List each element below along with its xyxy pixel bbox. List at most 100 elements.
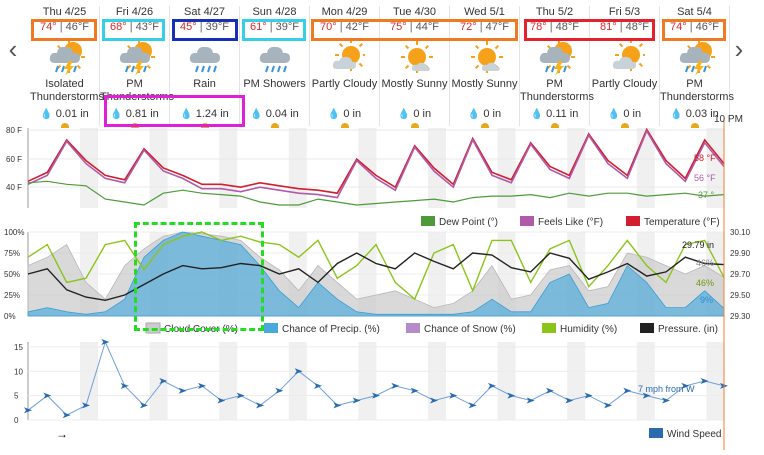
wind-direction-arrow <box>43 392 52 399</box>
wind-direction-arrow <box>449 392 458 399</box>
precip-value: 0 in <box>413 108 432 120</box>
legend-item[interactable]: Chance of Precip. (%) <box>282 324 380 335</box>
wind-direction-arrow <box>488 382 496 389</box>
day-column[interactable]: Tue 4/30 75° | 44°F Mostly Sunny 💧 0 in <box>380 6 450 128</box>
night-shading <box>149 342 168 420</box>
day-condition: PM Showers <box>240 78 309 104</box>
day-precip-amount: 💧 0.04 in <box>240 107 309 121</box>
legend-item[interactable]: Wind Speed <box>667 429 721 440</box>
precip-value: 0.11 in <box>546 108 579 120</box>
pressure-y-tick: 29.50 <box>730 291 751 300</box>
condition-line-1: Mostly Sunny <box>451 78 518 90</box>
precip-value: 0 in <box>623 108 642 120</box>
day-condition: Mostly Sunny <box>450 78 519 104</box>
high-temp: 81° <box>600 21 617 33</box>
current-time-label: 10 PM <box>714 114 743 125</box>
precip-value: 0.01 in <box>55 108 89 120</box>
temperature-line <box>27 127 725 195</box>
night-shading <box>149 128 168 208</box>
wind-direction-arrow <box>526 397 535 404</box>
wind-direction-arrow <box>62 412 71 419</box>
pressure-y-tick: 30.10 <box>730 228 751 237</box>
sunrise-icon <box>270 123 279 128</box>
night-shading <box>428 128 446 208</box>
night-shading <box>80 342 98 420</box>
temp-separator: | <box>476 21 486 33</box>
scroll-arrow-icon[interactable]: → <box>56 427 68 441</box>
high-temp: 72° <box>460 21 477 33</box>
wind-direction-arrow <box>333 402 342 409</box>
feels-like-line <box>27 129 725 199</box>
wind-direction-arrow <box>352 397 361 404</box>
precip-value: 0 in <box>343 108 362 120</box>
wind-direction-arrow <box>120 382 129 389</box>
day-temperature-range: 74° | 46°F <box>30 20 99 34</box>
high-temp: 61° <box>250 21 267 33</box>
legend-item[interactable]: Dew Point (°) <box>439 217 498 228</box>
pressure-y-tick: 29.90 <box>730 249 751 258</box>
low-temp: 43°F <box>135 21 159 33</box>
condition-line-2: Thunderstorms <box>30 91 104 103</box>
legend-item[interactable]: Temperature (°F) <box>644 217 720 228</box>
wind-direction-arrow <box>565 397 574 404</box>
wind-direction-arrow <box>198 382 206 389</box>
showers-icon <box>259 46 290 73</box>
high-temp: 70° <box>320 21 337 33</box>
legend-swatch <box>406 323 420 333</box>
current-dew-point-label: 37 ° <box>698 190 715 200</box>
day-temperature-range: 75° | 44°F <box>380 20 449 34</box>
sunrise-icon <box>690 123 699 128</box>
night-shading <box>567 128 586 208</box>
precip-value: 1.24 in <box>195 108 229 120</box>
humidity-line <box>27 231 725 301</box>
precip-value: 0 in <box>483 108 502 120</box>
condition-line-1: PM <box>126 78 143 90</box>
legend-item[interactable]: Chance of Snow (%) <box>424 324 516 335</box>
night-shading <box>636 342 655 420</box>
partly-cloudy-icon <box>332 39 365 71</box>
temp-separator: | <box>196 21 206 33</box>
day-column[interactable]: Sun 4/28 61° | 39°F PM Showers 💧 0.04 in <box>240 6 310 128</box>
legend-item[interactable]: Pressure. (in) <box>658 324 718 335</box>
mostly-sunny-icon <box>400 41 433 73</box>
wind-direction-arrow <box>642 392 651 399</box>
condition-line-2: Thunderstorms <box>660 91 734 103</box>
day-column[interactable]: Sat 5/4 74° | 46°F PM Thunderstorms 💧 0.03 i… <box>660 6 734 128</box>
legend-swatch <box>640 323 654 333</box>
legend-item[interactable]: Feels Like (°F) <box>538 217 603 228</box>
day-column[interactable]: Mon 4/29 70° | 42°F Partly Cloudy 💧 0 in <box>310 6 380 128</box>
raindrop-icon: 💧 <box>467 109 481 120</box>
wind-direction-arrow <box>681 382 690 389</box>
wind-direction-arrow <box>82 402 90 409</box>
previous-days-button[interactable]: ‹ <box>8 34 18 64</box>
pressure-line <box>27 252 725 302</box>
sunrise-icon <box>410 123 419 128</box>
day-temperature-range: 45° | 39°F <box>170 20 239 34</box>
next-days-button[interactable]: › <box>734 34 744 64</box>
raindrop-icon: 💧 <box>40 109 53 120</box>
legend-item[interactable]: Cloud Cover (%) <box>164 324 238 335</box>
day-column[interactable]: Sat 4/27 45° | 39°F Rain 💧 1.24 in <box>170 6 240 128</box>
pressure-y-tick: 29.70 <box>730 270 751 279</box>
day-precip-amount: 💧 0.11 in <box>520 107 589 121</box>
day-column[interactable]: Thu 4/25 74° | 46°F Isolated Thunderstorms 💧… <box>30 6 104 128</box>
condition-line-1: Rain <box>193 78 216 90</box>
day-column[interactable]: Fri 5/3 81° | 48°F Partly Cloudy 💧 0 in <box>590 6 660 128</box>
day-temperature-range: 78° | 48°F <box>520 20 589 34</box>
low-temp: 46°F <box>695 21 719 33</box>
dew-point-line <box>27 180 725 206</box>
low-temp: 47°F <box>485 21 509 33</box>
night-shading <box>358 342 377 420</box>
raindrop-icon: 💧 <box>670 109 683 120</box>
temp-y-tick: 80 F <box>6 126 22 135</box>
day-date: Wed 5/1 <box>464 6 505 18</box>
day-date: Mon 4/29 <box>321 6 368 18</box>
day-column[interactable]: Wed 5/1 72° | 47°F Mostly Sunny 💧 0 in <box>450 6 520 128</box>
wind-direction-arrow <box>275 387 284 394</box>
raindrop-icon: 💧 <box>530 109 544 120</box>
low-temp: 48°F <box>625 21 649 33</box>
low-temp: 42°F <box>345 21 369 33</box>
condition-line-1: PM Showers <box>243 78 306 90</box>
legend-item[interactable]: Humidity (%) <box>560 324 617 335</box>
day-column[interactable]: Thu 5/2 78° | 48°F PM Thunderstorms 💧 0.11 i… <box>520 6 594 128</box>
